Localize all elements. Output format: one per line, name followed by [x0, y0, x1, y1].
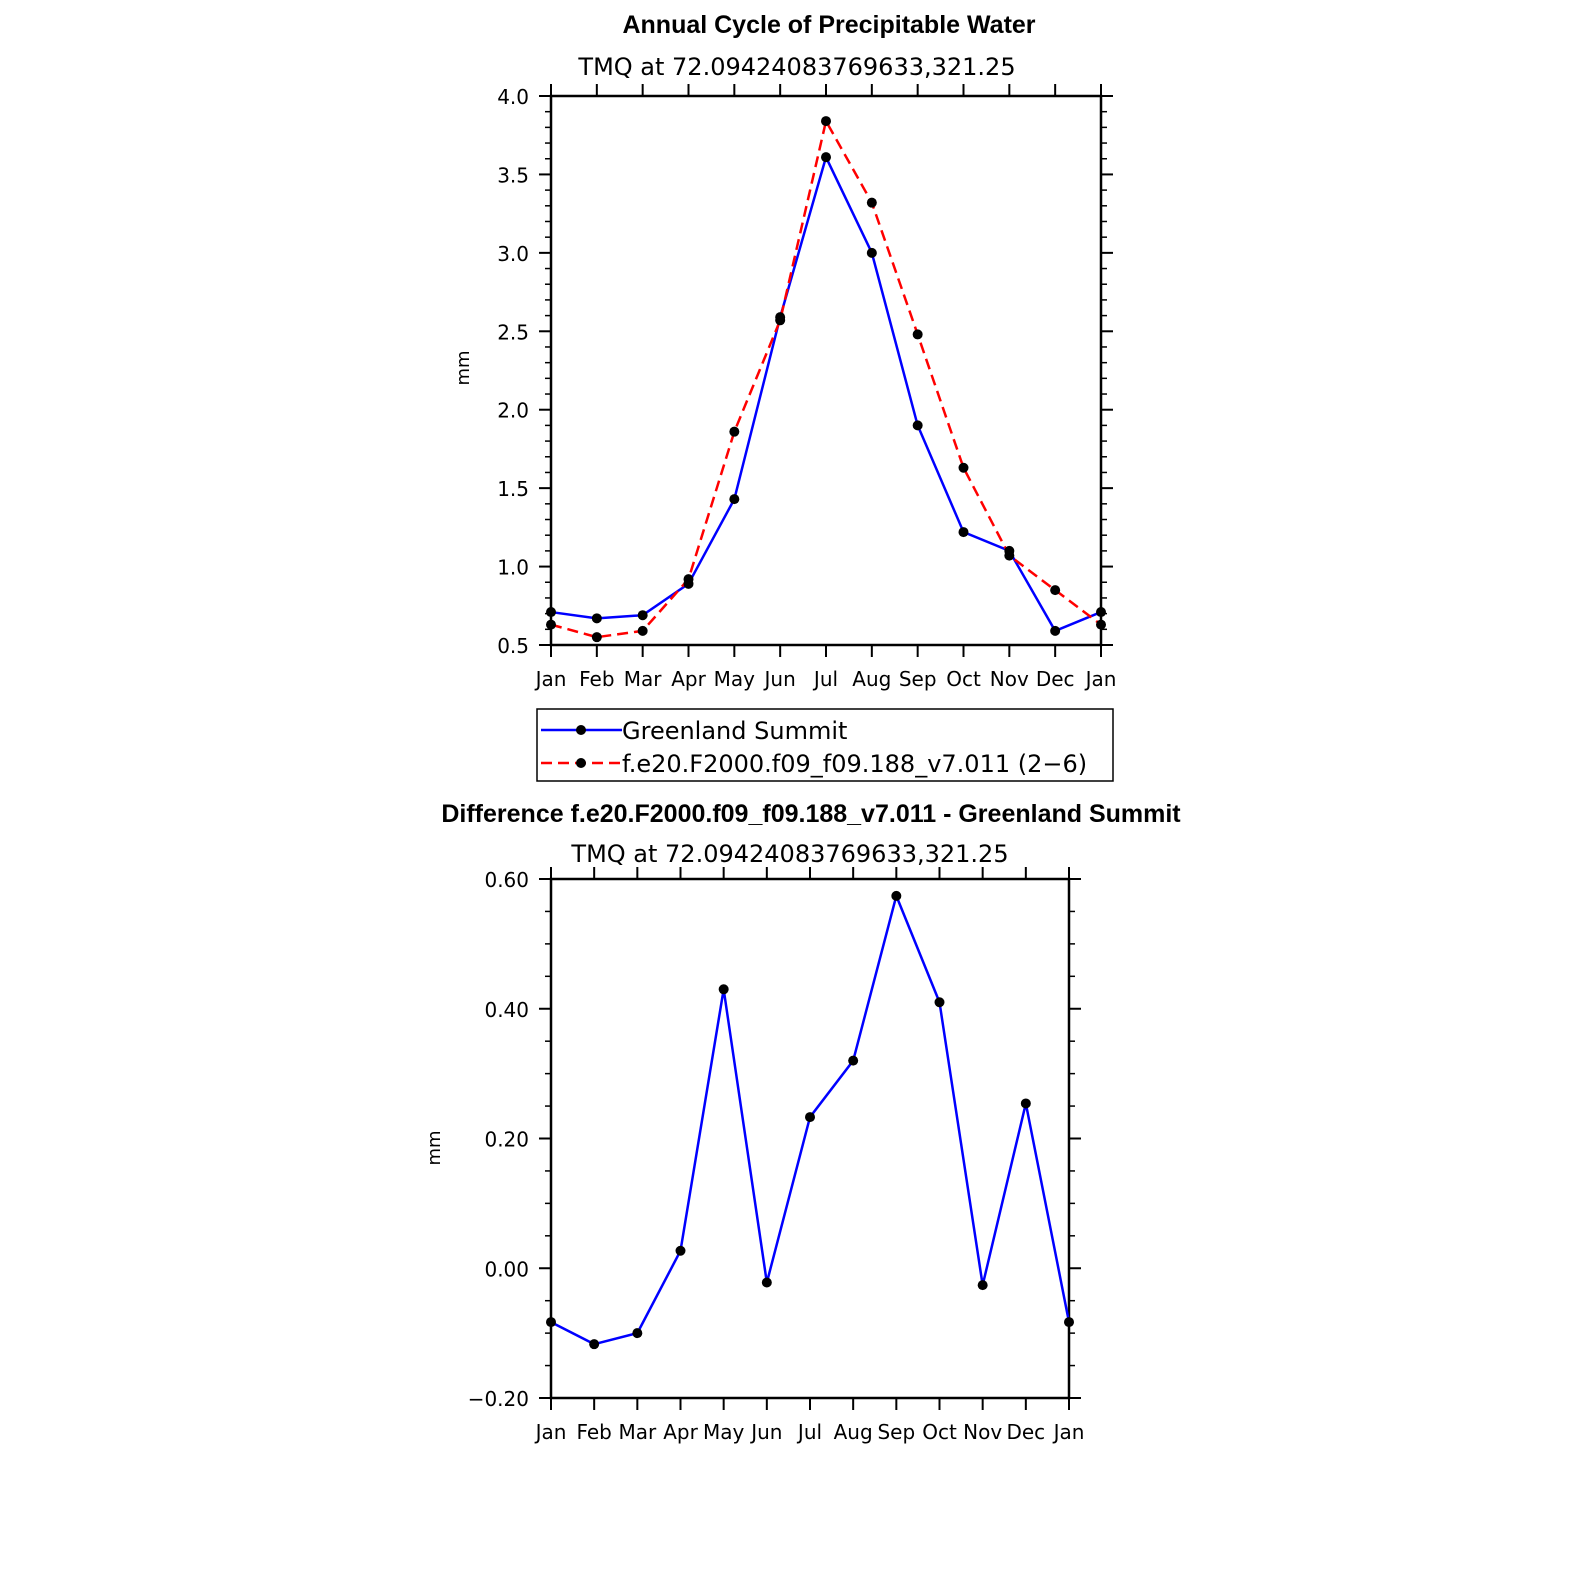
legend-label-series-1: Greenland Summit — [622, 717, 847, 745]
y-axis-label: mm — [424, 1130, 445, 1165]
chart-annual-cycle: Annual Cycle of Precipitable Water TMQ a… — [453, 11, 1116, 782]
y-tick-label: 0.40 — [484, 998, 529, 1022]
x-tick-label: Jan — [534, 1420, 567, 1444]
data-point-series-1 — [958, 527, 969, 538]
chart-title: Annual Cycle of Precipitable Water — [622, 11, 1035, 39]
series-line-2 — [550, 117, 1102, 639]
x-tick-label: Dec — [1006, 1420, 1045, 1444]
x-tick-label: Mar — [624, 667, 663, 691]
x-tick-label: Feb — [576, 1420, 611, 1444]
data-point-series-1 — [848, 1055, 859, 1066]
y-tick-label: 0.00 — [484, 1257, 529, 1281]
data-point-series-1 — [934, 997, 945, 1008]
data-point-series-2 — [729, 426, 740, 437]
data-point-series-1 — [546, 607, 556, 618]
data-point-series-1 — [718, 984, 729, 995]
y-tick-label: 0.20 — [484, 1128, 529, 1152]
data-point-series-2 — [1050, 585, 1061, 596]
chart-difference: Difference f.e20.F2000.f09_f09.188_v7.01… — [424, 800, 1181, 1444]
data-point-series-2 — [683, 574, 694, 585]
chart-title: Difference f.e20.F2000.f09_f09.188_v7.01… — [441, 800, 1181, 828]
x-tick-label: May — [703, 1420, 745, 1444]
data-point-series-1 — [977, 1280, 988, 1291]
data-point-series-1 — [1096, 607, 1106, 618]
x-tick-label: Dec — [1036, 667, 1075, 691]
x-tick-label: Jun — [749, 1420, 782, 1444]
series-line-1 — [550, 153, 1102, 633]
x-tick-label: Jan — [1052, 1420, 1085, 1444]
data-point-series-1 — [729, 494, 740, 505]
data-point-series-1 — [591, 613, 602, 624]
data-point-series-1 — [1020, 1098, 1031, 1109]
data-point-series-1 — [589, 1339, 600, 1350]
data-point-series-2 — [1004, 550, 1015, 561]
data-point-series-1 — [912, 420, 923, 431]
data-point-series-1 — [1050, 625, 1061, 636]
y-tick-label: 2.0 — [497, 399, 529, 423]
x-tick-label: Oct — [922, 1420, 957, 1444]
data-point-series-1 — [891, 890, 902, 901]
legend-marker-series-2 — [576, 758, 586, 768]
chart-subtitle: TMQ at 72.09424083769633,321.25 — [570, 840, 1008, 868]
x-tick-label: Apr — [671, 667, 706, 691]
chart-subtitle: TMQ at 72.09424083769633,321.25 — [577, 53, 1015, 81]
x-tick-label: Mar — [618, 1420, 657, 1444]
x-tick-label: Nov — [990, 667, 1029, 691]
data-point-series-2 — [1096, 619, 1106, 630]
y-tick-label: 4.0 — [497, 85, 529, 109]
x-tick-label: Sep — [877, 1420, 915, 1444]
data-point-series-1 — [632, 1328, 643, 1339]
y-tick-label: 0.60 — [484, 868, 529, 892]
data-point-series-1 — [821, 152, 831, 163]
y-tick-label: 1.5 — [497, 477, 529, 501]
x-tick-label: Jun — [763, 667, 796, 691]
data-point-series-2 — [637, 625, 648, 636]
plot-area: Jan Feb Mar Apr May Jun Jul Aug Sep Oct Nov Dec Jan−… — [468, 867, 1085, 1444]
x-tick-label: Jan — [534, 667, 567, 691]
x-tick-label: Apr — [663, 1420, 698, 1444]
data-point-series-1 — [805, 1112, 815, 1123]
legend-box — [536, 708, 1114, 782]
data-point-series-2 — [591, 632, 602, 643]
data-point-series-1 — [761, 1277, 772, 1288]
x-tick-label: Sep — [899, 667, 937, 691]
data-point-series-2 — [775, 315, 786, 326]
y-tick-label: 2.5 — [497, 320, 529, 344]
y-tick-label: 3.5 — [497, 163, 529, 187]
legend-marker-series-1 — [576, 725, 586, 735]
x-tick-label: Feb — [579, 667, 614, 691]
x-tick-label: May — [714, 667, 756, 691]
y-axis-label: mm — [453, 350, 474, 385]
data-point-series-2 — [546, 619, 556, 630]
y-tick-label: 1.0 — [497, 556, 529, 580]
plot-frame — [549, 877, 1071, 1400]
data-point-series-1 — [546, 1317, 556, 1328]
x-tick-label: Aug — [852, 667, 891, 691]
y-tick-label: 3.0 — [497, 242, 529, 266]
plot-area: Jan Feb Mar Apr May Jun Jul Aug Sep Oct Nov Dec Jan0… — [497, 84, 1116, 691]
x-tick-label: Aug — [834, 1420, 873, 1444]
data-point-series-2 — [821, 116, 831, 127]
data-point-series-2 — [912, 329, 923, 340]
data-point-series-1 — [1064, 1317, 1074, 1328]
data-point-series-2 — [958, 462, 969, 473]
y-tick-label: 0.5 — [497, 634, 529, 658]
x-tick-label: Nov — [963, 1420, 1002, 1444]
data-point-series-2 — [866, 197, 877, 208]
x-tick-label: Jan — [1084, 667, 1117, 691]
data-point-series-1 — [637, 610, 648, 621]
legend: Greenland Summit f.e20.F2000.f09_f09.188… — [536, 708, 1114, 782]
x-tick-label: Jul — [796, 1420, 822, 1444]
data-point-series-1 — [675, 1245, 686, 1256]
legend-label-series-2: f.e20.F2000.f09_f09.188_v7.011 (2−6) — [622, 750, 1087, 778]
y-tick-label: −0.20 — [468, 1387, 529, 1411]
data-point-series-1 — [866, 247, 877, 258]
x-tick-label: Jul — [812, 667, 838, 691]
x-tick-label: Oct — [946, 667, 981, 691]
